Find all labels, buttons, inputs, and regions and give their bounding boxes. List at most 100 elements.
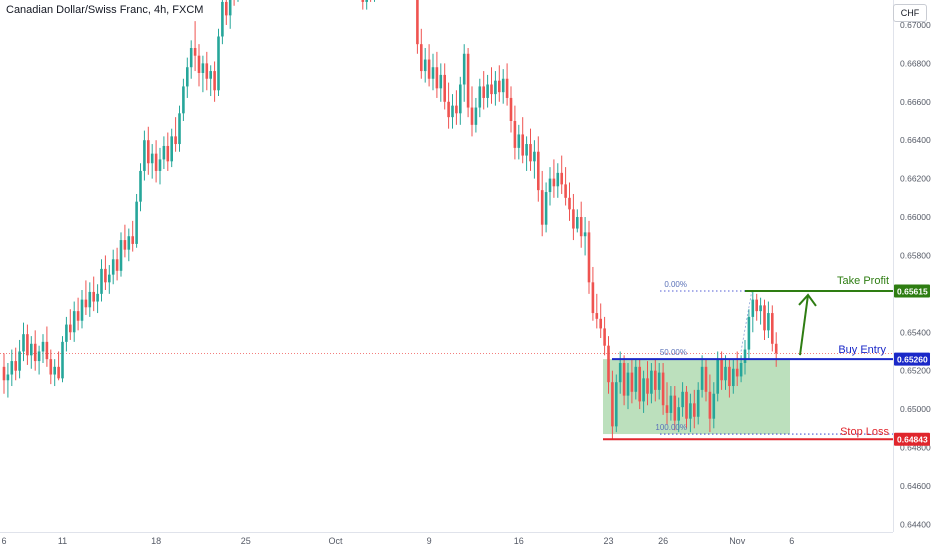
candle [654,370,657,390]
candle [154,153,158,171]
candle [84,299,88,308]
candle [638,366,641,402]
date-tick-label: Nov [729,536,746,546]
take-profit-tag-label: 0.65615 [897,286,928,296]
candle [673,395,677,421]
stop-loss-tag-label: 0.64843 [897,435,928,445]
date-tick-label: 9 [427,536,432,546]
fib-level-label: 100.00% [655,423,687,432]
candle [716,359,719,394]
candle [564,184,567,198]
candle [10,361,14,375]
price-tick-label: 0.66800 [900,58,931,68]
fib-level-label: 0.00% [664,280,687,289]
candle [26,334,29,356]
candle [217,36,220,91]
candle [61,341,64,379]
stop-loss-label: Stop Loss [840,426,889,438]
candle [650,370,653,394]
candle [552,178,556,187]
candle [572,209,575,229]
candle [459,84,462,114]
candle [127,236,131,250]
candle [119,240,123,271]
candle [732,368,735,387]
candle [548,178,552,193]
candle [533,151,536,162]
candle [209,71,212,79]
candle [771,313,774,344]
projection-arrow [799,294,809,356]
candle [626,372,630,396]
date-tick-label: Oct [328,536,343,546]
candle [189,48,193,68]
candle [131,236,134,244]
candle [162,145,166,160]
candle [466,53,470,108]
currency-button[interactable]: CHF [893,4,927,22]
candle [501,78,505,93]
candle [486,84,489,98]
candle [587,232,591,283]
candle [677,407,680,421]
candle [470,107,474,125]
candle [743,349,747,363]
candle [759,305,762,312]
candle [712,393,716,419]
fib-level-label: 50.00% [660,348,687,357]
candle [517,134,521,148]
candle [33,343,37,362]
date-tick-label: 16 [514,536,524,546]
candle [560,172,563,185]
candle [427,59,431,79]
candle [37,351,41,362]
candle [431,67,435,79]
price-tick-label: 0.65400 [900,327,931,337]
candle [657,372,661,390]
candle [30,343,33,356]
candle [618,362,622,383]
candle [513,120,517,148]
date-tick-label: 18 [151,536,161,546]
candle [579,217,583,237]
date-tick-label: 6 [1,536,6,546]
candle [201,63,205,73]
candle [751,299,755,317]
candle [41,341,45,352]
candle [435,67,439,89]
candle [2,366,6,381]
candle [728,366,731,387]
candle [57,366,60,379]
candle [228,0,232,16]
date-tick-label: 25 [241,536,251,546]
candle [439,74,443,89]
candle [111,259,115,275]
candle [607,345,610,383]
candle [509,97,513,121]
candle [611,382,614,427]
candle [482,86,485,98]
price-tick-label: 0.64800 [900,442,931,452]
candle [556,172,560,187]
price-tick-label: 0.65200 [900,366,931,376]
candle [591,282,595,314]
candle [599,318,602,329]
candle [104,268,107,283]
candle [96,293,99,302]
candle [681,391,684,408]
candle [763,305,766,331]
candle [525,144,528,156]
candle [689,403,692,419]
candle [18,351,21,371]
candle [443,74,446,102]
candle [45,341,49,360]
candle [14,361,17,371]
date-tick-label: 26 [658,536,668,546]
candle [529,144,532,162]
candle [622,362,626,396]
candle [708,391,712,419]
fib-trend-line [740,289,753,352]
candle [361,0,365,2]
